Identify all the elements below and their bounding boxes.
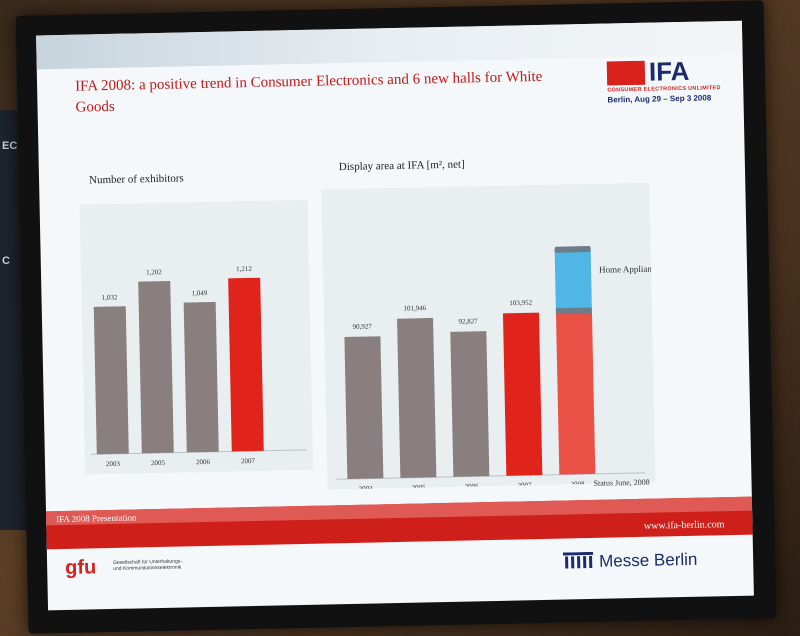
- display-area-bar-2005: [397, 317, 437, 478]
- ifa-logo: IFA CONSUMER ELECTRONICS UNLIMITED Berli…: [606, 55, 730, 110]
- exhibitors-value-label-2003: 1,032: [102, 293, 118, 301]
- room-sign-letter: C: [2, 255, 10, 267]
- display-area-bar-2007: [502, 312, 543, 476]
- exhibitors-value-label-2007: 1,212: [236, 265, 252, 273]
- exhibitors-chart-title: Number of exhibitors: [88, 172, 184, 187]
- exhibitors-category-label-2003: 2003: [106, 460, 121, 468]
- display-area-bar-2008-home-appliances: [554, 248, 592, 313]
- display-area-bar-2003: [344, 336, 384, 480]
- display-area-chart-title: Display area at IFA [m², net]: [338, 158, 465, 174]
- display-area-value-label-2006: 92,827: [458, 317, 478, 325]
- slide: IFA 2008: a positive trend in Consumer E…: [36, 20, 754, 611]
- ifa-logo-subtitle: CONSUMER ELECTRONICS UNLIMITED: [607, 85, 721, 94]
- ifa-logo-date: Berlin, Aug 29 – Sep 3 2008: [607, 93, 712, 105]
- exhibitors-value-label-2005: 1,202: [146, 268, 162, 276]
- exhibitors-category-label-2005: 2005: [151, 459, 166, 467]
- display-area-value-label-2005: 101,946: [403, 304, 426, 312]
- projection-screen: IFA 2008: a positive trend in Consumer E…: [15, 0, 777, 634]
- exhibitors-bar-2003: [93, 306, 129, 455]
- exhibitors-bar-2007: [228, 277, 264, 452]
- display-area-bar-2008-cap: [554, 246, 591, 253]
- display-area-category-label-2003: 2003: [359, 485, 374, 490]
- display-area-bar-2008-consumer-electronics: [555, 311, 596, 475]
- display-area-value-label-2003: 90,927: [352, 322, 372, 330]
- messe-berlin-mark-icon: [562, 551, 594, 569]
- home-appliances-label: Home Appliances: [599, 263, 656, 274]
- messe-berlin-logo: Messe Berlin: [562, 550, 698, 576]
- gfu-logo-text: gfu: [64, 556, 97, 579]
- display-area-category-label-2007: 2007: [517, 481, 532, 489]
- display-area-value-label-2007: 103,952: [509, 299, 532, 307]
- gfu-logo-subtext: Gesellschaft für Unterhaltungs- und Komm…: [113, 558, 183, 572]
- exhibitors-chart: 1,032 2003 1,202 2005 1,049 2006 1,212 2007: [90, 265, 307, 468]
- exhibitors-category-label-2007: 2007: [241, 457, 256, 465]
- status-note: Status June, 2008: [593, 477, 650, 488]
- display-area-bar-2008-divider: [555, 307, 592, 315]
- display-area-category-label-2005: 2005: [411, 483, 426, 489]
- footer-presentation-label: IFA 2008 Presentation: [56, 512, 137, 525]
- gfu-logo: gfu Gesellschaft für Unterhaltungs- und …: [64, 556, 182, 580]
- exhibitors-value-label-2006: 1,049: [192, 289, 208, 297]
- ifa-logo-text: IFA: [648, 55, 690, 87]
- footer-band: IFA 2008 Presentation www.ifa-berlin.com: [45, 496, 753, 550]
- display-area-category-label-2008: 2008: [570, 480, 585, 488]
- exhibitors-bar-2006: [183, 301, 219, 453]
- messe-berlin-text: Messe Berlin: [598, 549, 698, 571]
- exhibitors-bar-2005: [138, 281, 174, 454]
- ifa-logo-mark-icon: [606, 60, 646, 86]
- display-area-bar-2006: [450, 331, 490, 477]
- footer-url-link[interactable]: www.ifa-berlin.com: [643, 519, 725, 532]
- display-area-category-label-2006: 2006: [464, 482, 479, 489]
- slide-title: IFA 2008: a positive trend in Consumer E…: [74, 68, 543, 116]
- exhibitors-category-label-2006: 2006: [196, 458, 211, 466]
- display-area-chart: 90,927 2003 101,946 2005 92,827 2006 103,952 20…: [335, 246, 656, 490]
- room-sign-letters: EC: [2, 140, 18, 152]
